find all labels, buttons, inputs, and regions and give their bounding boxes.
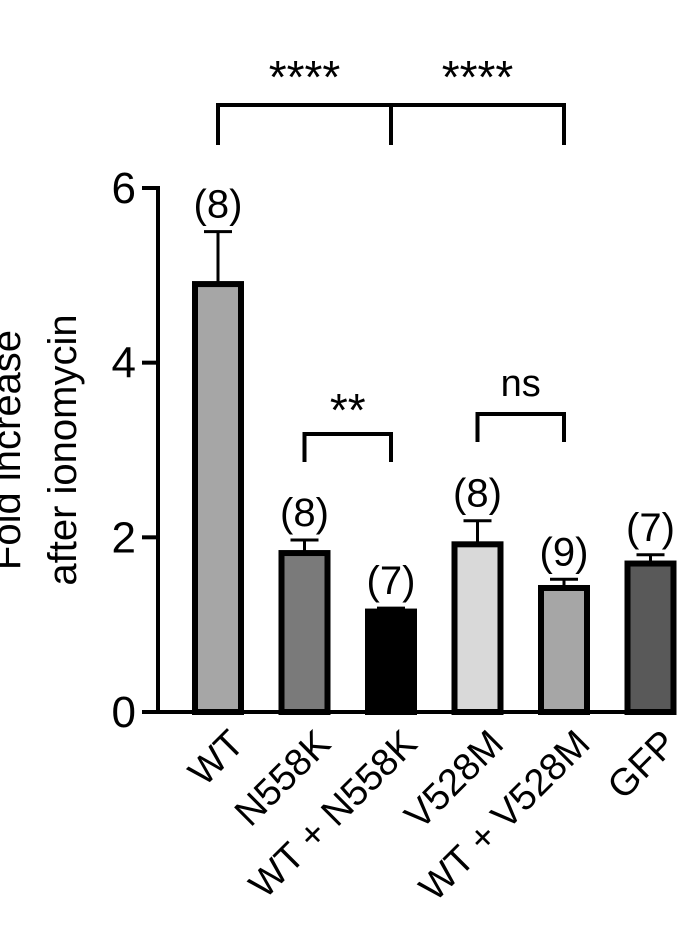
y-tick-label: 2: [112, 513, 136, 562]
n-label: (9): [540, 530, 589, 574]
n-label: (8): [280, 491, 329, 535]
significance-bracket: [475, 412, 566, 442]
bar: [365, 608, 417, 715]
bar: [538, 584, 590, 716]
y-axis-label-line: after ionomycin: [41, 314, 85, 585]
bar: [624, 560, 677, 715]
bar: [192, 281, 244, 715]
significance-label: **: [330, 384, 366, 436]
n-label: (7): [367, 559, 416, 603]
significance-label: ****: [442, 51, 514, 103]
y-tick-label: 0: [112, 688, 136, 737]
y-tick-label: 6: [112, 164, 136, 213]
significance-bracket: [389, 103, 566, 145]
significance-label: ns: [501, 363, 541, 405]
y-axis-label-line: Fold increase: [0, 330, 29, 570]
n-label: (8): [194, 183, 243, 227]
significance-label: ****: [269, 51, 341, 103]
y-tick-label: 4: [112, 339, 136, 388]
significance-brackets: **** ****** ns: [216, 51, 566, 462]
bars: (8) (8) (7) (8) (9) (7): [192, 183, 677, 716]
x-tick-label: WT: [181, 723, 252, 794]
significance-bracket: [216, 103, 393, 145]
y-axis-label: Fold increase after ionomycin: [0, 314, 85, 585]
significance-bracket: [302, 432, 393, 462]
x-tick-label: GFP: [600, 723, 684, 808]
bar: [451, 541, 504, 715]
n-label: (8): [453, 472, 502, 516]
bar: [278, 550, 331, 716]
n-label: (7): [626, 506, 675, 550]
